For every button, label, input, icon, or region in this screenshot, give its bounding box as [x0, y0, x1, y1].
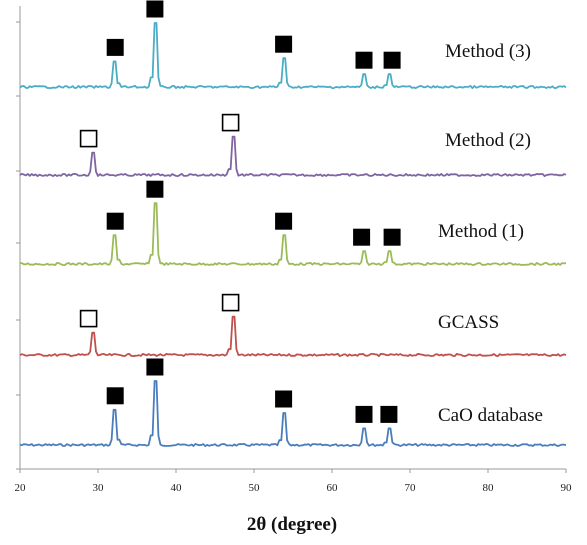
cao-peak-marker: [275, 35, 293, 53]
series-line: [19, 202, 567, 267]
gcass-peak-marker: [221, 113, 240, 132]
x-axis-ticks: 20 30 40 50 60 70 80 90: [15, 469, 573, 494]
series-line: [19, 315, 567, 358]
peak-marker-layer: [79, 0, 401, 423]
series-label: Method (1): [438, 221, 524, 242]
series-label: Method (3): [445, 41, 531, 62]
cao-peak-marker: [355, 405, 373, 423]
x-tick-label: 50: [249, 482, 261, 494]
series-layer: [19, 22, 567, 448]
series-line: [19, 135, 567, 178]
series-label: GCASS: [438, 312, 499, 333]
series-label-layer: CaO database GCASS Method (1) Method (2) Met…: [438, 41, 543, 426]
y-axis-ticks: [16, 21, 20, 470]
cao-peak-marker: [146, 180, 164, 198]
x-tick-label: 20: [15, 482, 27, 494]
gcass-peak-marker: [221, 293, 240, 312]
x-tick-label: 70: [405, 482, 417, 494]
x-tick-label: 60: [327, 482, 339, 494]
series-label: Method (2): [445, 130, 531, 151]
x-tick-label: 80: [483, 482, 495, 494]
x-tick-label: 90: [561, 482, 573, 494]
x-tick-label: 40: [171, 482, 183, 494]
series-label: CaO database: [438, 405, 543, 426]
cao-peak-marker: [380, 405, 398, 423]
cao-peak-marker: [106, 387, 124, 405]
x-axis-title: 2θ (degree): [247, 514, 337, 535]
cao-peak-marker: [355, 51, 373, 69]
series-line: [19, 22, 567, 89]
series-line: [19, 380, 567, 448]
x-tick-label: 30: [93, 482, 105, 494]
gcass-peak-marker: [79, 129, 98, 148]
cao-peak-marker: [275, 212, 293, 230]
cao-peak-marker: [353, 228, 371, 246]
cao-peak-marker: [146, 0, 164, 18]
gcass-peak-marker: [79, 309, 98, 328]
cao-peak-marker: [106, 38, 124, 56]
cao-peak-marker: [146, 358, 164, 376]
cao-peak-marker: [275, 390, 293, 408]
cao-peak-marker: [106, 212, 124, 230]
cao-peak-marker: [383, 51, 401, 69]
cao-peak-marker: [383, 228, 401, 246]
